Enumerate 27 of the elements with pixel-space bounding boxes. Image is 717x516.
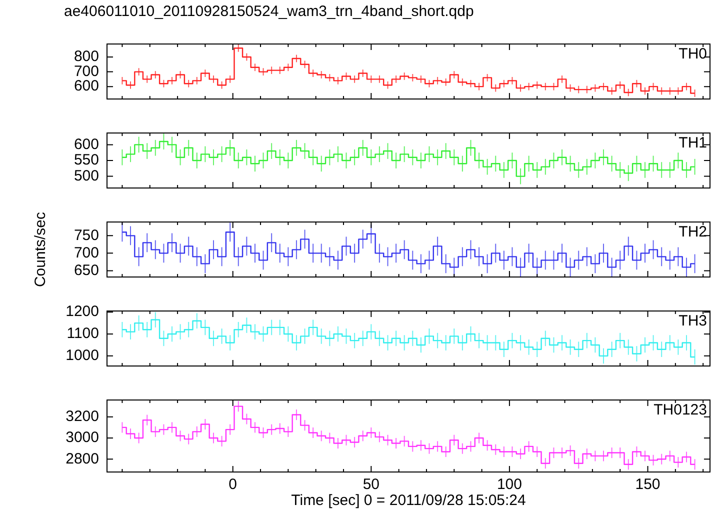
y-tick-label: 550 [74, 152, 99, 169]
x-tick-label: 50 [362, 476, 380, 494]
y-tick-label: 600 [74, 136, 99, 153]
x-tick-label: 0 [228, 476, 238, 494]
y-tick-label: 700 [74, 62, 99, 80]
y-tick-label: 1200 [66, 303, 99, 320]
y-tick-label: 750 [74, 226, 99, 244]
x-tick-label: 150 [635, 476, 660, 494]
annotation: TH0 [678, 46, 707, 63]
y-tick-label: 2800 [66, 450, 99, 468]
annotation: TH0123 [654, 402, 707, 419]
annotation: TH2 [678, 224, 707, 241]
x-axis-title: Time [sec] 0 = 2011/09/28 15:05:24 [290, 492, 527, 509]
y-tick-label: 3000 [66, 429, 99, 446]
y-tick-label: 650 [74, 262, 99, 279]
chart-title: ae406011010_20110928150524_wam3_trn_4band_short.qdp [64, 3, 474, 20]
annotation: TH3 [678, 312, 707, 330]
y-tick-label: 500 [74, 167, 99, 184]
y-tick-label: 1100 [66, 325, 99, 342]
y-tick-label: 1000 [66, 347, 99, 364]
x-tick-label: 100 [496, 476, 522, 494]
y-tick-label: 800 [74, 48, 99, 66]
y-tick-label: 700 [74, 244, 99, 262]
y-axis-title: Counts/sec [32, 212, 49, 288]
annotation: TH1 [678, 134, 707, 152]
y-tick-label: 3200 [66, 408, 99, 426]
y-tick-label: 600 [74, 78, 99, 95]
